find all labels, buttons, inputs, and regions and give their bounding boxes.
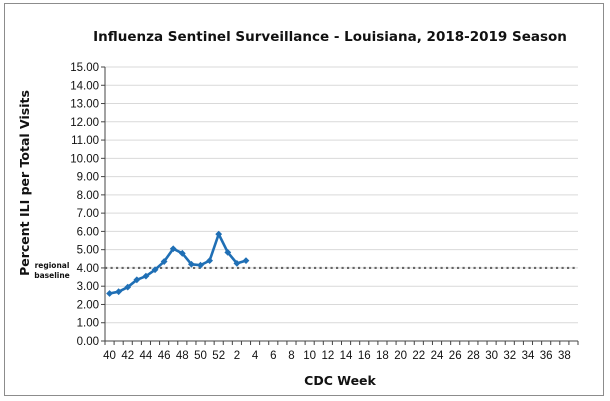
baseline-label-line2: baseline <box>34 271 70 280</box>
x-axis-title: CDC Week <box>304 373 376 388</box>
chart-title: Influenza Sentinel Surveillance - Louisi… <box>93 29 567 45</box>
x-tick-label: 4 <box>252 350 259 362</box>
data-point-week-42 <box>124 283 132 291</box>
x-tick-label: 44 <box>140 350 153 362</box>
x-tick-label: 10 <box>303 350 316 362</box>
data-point-week-45 <box>151 266 159 274</box>
x-tick-label: 12 <box>321 350 334 362</box>
y-tick-label: 8.00 <box>77 190 99 202</box>
series-line-0 <box>109 232 247 295</box>
data-point-week-40 <box>106 290 113 297</box>
data-point-week-50 <box>197 261 204 269</box>
x-tick-label: 6 <box>270 350 276 362</box>
data-point-week-43 <box>133 276 141 284</box>
x-tick-label: 52 <box>212 350 225 362</box>
x-tick-label: 48 <box>176 350 189 362</box>
chart-frame <box>4 3 604 396</box>
data-point-week-51 <box>206 257 214 265</box>
data-point-week-47 <box>169 245 177 253</box>
x-tick-label: 22 <box>412 350 425 362</box>
x-tick-label: 36 <box>540 350 553 362</box>
y-tick-label: 13.00 <box>70 99 99 111</box>
x-tick-label: 24 <box>431 350 444 362</box>
x-tick-label: 8 <box>288 350 294 362</box>
y-tick-label: 10.00 <box>70 153 99 165</box>
y-tick-label: 4.00 <box>77 263 99 275</box>
data-point-week-41 <box>115 288 123 296</box>
x-tick-label: 14 <box>340 350 353 362</box>
x-tick-label: 50 <box>194 350 207 362</box>
y-tick-label: 11.00 <box>71 135 99 147</box>
x-tick-label: 28 <box>467 350 480 362</box>
x-tick-label: 46 <box>158 350 171 362</box>
y-tick-label: 14.00 <box>70 80 99 92</box>
y-tick-label: 15.00 <box>70 62 99 74</box>
data-point-week-52 <box>215 230 223 238</box>
data-point-week-1 <box>224 249 232 256</box>
x-tick-label: 34 <box>522 350 535 362</box>
x-tick-label: 32 <box>503 350 516 362</box>
y-tick-label: 9.00 <box>77 172 99 184</box>
y-tick-label: 1.00 <box>77 318 99 330</box>
data-point-week-48 <box>178 249 186 257</box>
y-tick-label: 0.00 <box>77 336 99 348</box>
data-point-week-46 <box>160 258 168 265</box>
x-tick-label: 40 <box>103 350 116 362</box>
data-point-week-44 <box>142 272 150 280</box>
x-tick-label: 42 <box>121 350 134 362</box>
data-point-week-49 <box>188 260 195 268</box>
x-tick-label: 38 <box>558 350 571 362</box>
x-tick-label: 18 <box>376 350 389 362</box>
data-point-week-2 <box>233 259 241 267</box>
y-tick-label: 7.00 <box>77 208 99 220</box>
y-tick-label: 2.00 <box>77 299 99 311</box>
data-point-week-3 <box>242 257 250 265</box>
x-tick-label: 2 <box>234 350 240 362</box>
y-axis-title: Percent ILI per Total Visits <box>17 90 32 276</box>
y-tick-label: 3.00 <box>77 281 99 293</box>
y-tick-label: 6.00 <box>77 226 99 238</box>
x-tick-label: 30 <box>485 350 498 362</box>
x-tick-label: 26 <box>449 350 462 362</box>
x-tick-label: 20 <box>394 350 407 362</box>
y-tick-label: 5.00 <box>77 245 99 257</box>
y-tick-label: 12.00 <box>70 117 99 129</box>
x-tick-label: 16 <box>358 350 371 362</box>
baseline-label-line1: regional <box>35 261 70 270</box>
